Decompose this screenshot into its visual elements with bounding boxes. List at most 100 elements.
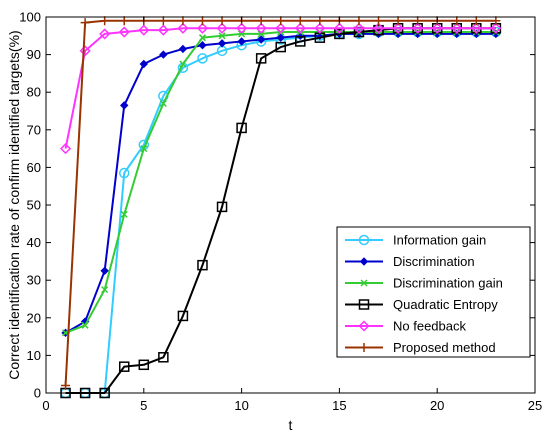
data-point (61, 380, 71, 390)
legend-swatch-marker (358, 299, 370, 310)
legend-item: No feedback (345, 319, 466, 334)
data-point (217, 39, 227, 48)
data-point (178, 16, 188, 26)
x-tick-label: 5 (140, 398, 147, 413)
data-point (470, 22, 482, 34)
data-point (216, 22, 228, 34)
y-tick-label: 30 (27, 273, 41, 288)
legend-item: Proposed method (345, 340, 496, 355)
data-point (314, 22, 326, 34)
data-point (294, 22, 306, 34)
data-point (99, 28, 111, 40)
y-axis-label: Correct identification rate of confirm i… (6, 30, 22, 379)
x-tick-label: 20 (430, 398, 444, 413)
y-tick-label: 70 (27, 122, 41, 137)
data-point (491, 16, 501, 26)
legend: Information gain Discrimination Discrimina… (336, 226, 531, 358)
data-point (236, 22, 248, 34)
x-tick-label: 15 (332, 398, 346, 413)
legend-label: Proposed method (393, 340, 496, 355)
data-point (178, 44, 188, 54)
data-point (295, 16, 305, 26)
data-point (101, 286, 109, 294)
data-point (138, 24, 150, 36)
data-point (237, 37, 246, 46)
data-point (158, 352, 169, 363)
data-point (179, 60, 187, 68)
series-2 (61, 29, 501, 338)
data-point (256, 16, 266, 26)
legend-swatch-marker (358, 234, 370, 246)
data-point (158, 16, 168, 26)
legend-swatch-marker (358, 320, 370, 332)
x-axis-label: t (289, 417, 293, 433)
data-point (157, 24, 169, 36)
data-point (257, 30, 265, 38)
data-point (218, 32, 226, 40)
data-point (100, 266, 109, 276)
legend-label: Discrimination (393, 254, 475, 269)
data-point (159, 99, 167, 108)
legend-label: Discrimination gain (393, 276, 503, 291)
data-point (373, 24, 384, 36)
data-point (159, 50, 168, 59)
legend-item: Quadratic Entropy (345, 297, 498, 312)
legend-box (336, 226, 531, 358)
legend-swatch-marker (359, 257, 369, 266)
y-tick-label: 0 (34, 386, 41, 401)
series-line (64, 27, 496, 149)
series-5 (59, 22, 502, 155)
data-point (118, 26, 130, 38)
legend-swatch-marker (360, 279, 368, 287)
x-tick-label: 25 (528, 398, 542, 413)
data-point (100, 16, 110, 26)
data-point (81, 321, 89, 329)
data-point (118, 361, 130, 372)
data-point (275, 22, 287, 34)
data-point (490, 22, 502, 34)
legend-item: Information gain (345, 233, 486, 248)
data-point (59, 143, 72, 155)
y-tick-label: 10 (27, 348, 41, 363)
y-tick-label: 80 (27, 85, 41, 100)
data-point (216, 201, 228, 213)
data-point (334, 28, 345, 40)
data-point (452, 16, 462, 26)
data-point (197, 259, 208, 271)
data-point (120, 101, 129, 110)
data-point (118, 167, 130, 179)
data-point (198, 34, 207, 42)
x-tick-label: 10 (234, 398, 248, 413)
data-point (354, 16, 364, 26)
data-point (333, 22, 345, 34)
legend-swatch-marker (359, 343, 369, 352)
data-point (471, 16, 481, 26)
data-point (238, 30, 246, 38)
data-point (255, 22, 267, 34)
y-tick-label: 100 (19, 10, 41, 25)
y-tick-label: 50 (27, 198, 41, 213)
data-point (372, 22, 385, 34)
data-point (412, 22, 424, 34)
data-point (393, 16, 403, 26)
x-tick-label: 0 (42, 398, 49, 413)
legend-label: Information gain (393, 233, 486, 248)
data-point (392, 22, 404, 34)
data-point (413, 16, 423, 26)
data-point (198, 40, 207, 50)
data-point (140, 145, 148, 153)
data-point (79, 45, 91, 57)
data-point (196, 22, 209, 34)
data-point (139, 59, 149, 69)
data-point (451, 22, 463, 34)
data-point (275, 41, 286, 53)
legend-label: Quadratic Entropy (393, 297, 498, 312)
data-point (197, 53, 208, 64)
data-point (255, 53, 267, 64)
data-point (276, 16, 286, 26)
legend-item: Discrimination (345, 254, 475, 269)
legend-label: No feedback (393, 319, 466, 334)
data-point (177, 22, 189, 34)
data-point (80, 18, 90, 28)
